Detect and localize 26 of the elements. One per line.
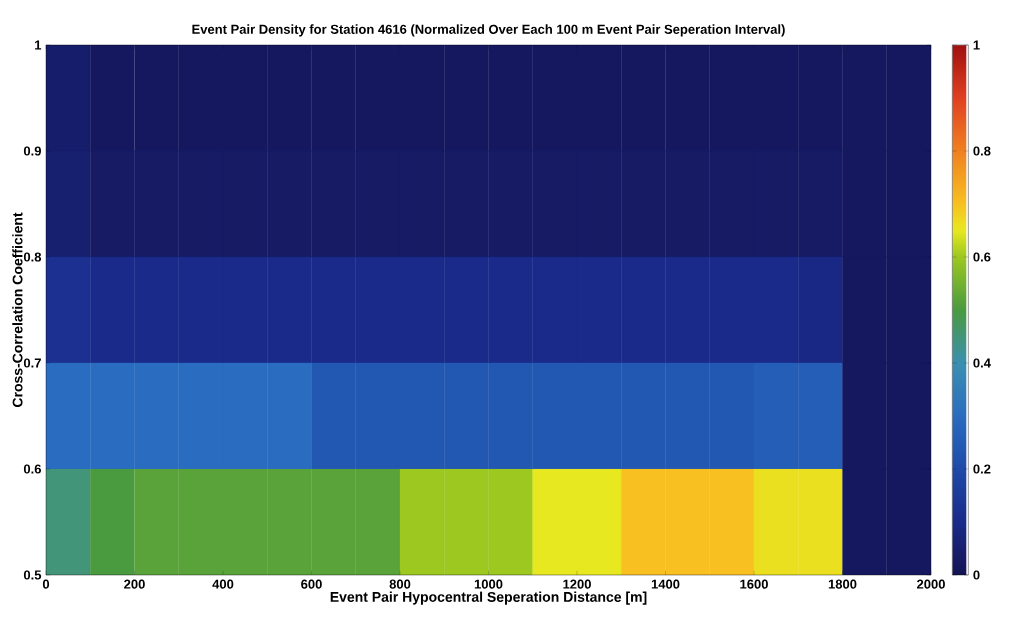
x-tick-label: 0 xyxy=(42,579,50,589)
x-tick-label: 1200 xyxy=(563,579,591,589)
x-tick-label: 800 xyxy=(389,579,411,589)
chart-title: Event Pair Density for Station 4616 (Normalized Over Each 100 m Event Pair Seperation Interval) xyxy=(192,24,785,37)
x-tick-label: 1000 xyxy=(474,579,503,589)
x-tick-label: 400 xyxy=(212,579,234,589)
color-bar-label: 0.8 xyxy=(973,146,991,156)
y-tick-label: 1 xyxy=(35,40,42,50)
x-tick-label: 2000 xyxy=(917,579,945,589)
x-tick-label: 200 xyxy=(124,579,145,589)
y-tick-label: 0.7 xyxy=(23,358,41,368)
color-bar-label: 0.6 xyxy=(973,252,991,262)
x-tick-label: 1600 xyxy=(740,579,768,589)
color-bar-label: 0.2 xyxy=(973,464,991,474)
x-tick-label: 1400 xyxy=(651,579,680,589)
y-tick-label: 0.8 xyxy=(23,252,42,262)
y-axis-title: Cross-Correlation Coefficient xyxy=(12,212,23,408)
x-tick-label: 1800 xyxy=(828,579,857,589)
color-bar-label: 0.4 xyxy=(973,358,991,368)
x-tick-label: 600 xyxy=(301,579,322,589)
y-tick-label: 0.6 xyxy=(23,464,41,474)
x-axis-title: Event Pair Hypocentral Seperation Distance [m] xyxy=(330,591,647,605)
color-bar-label: 1 xyxy=(973,40,980,50)
y-tick-label: 0.5 xyxy=(23,570,42,580)
y-tick-label: 0.9 xyxy=(23,146,41,156)
color-bar-label: 0 xyxy=(973,570,980,580)
